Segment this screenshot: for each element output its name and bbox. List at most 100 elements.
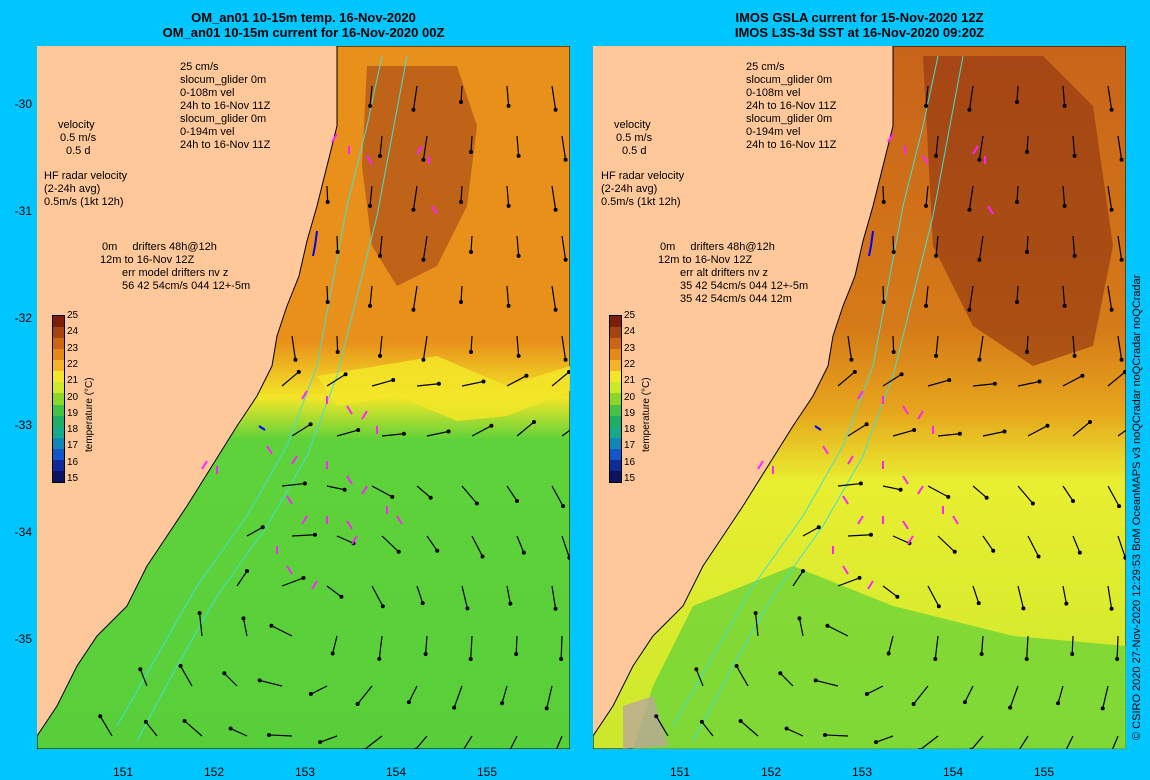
right-hf-scale: 0.5m/s (1kt 12h) — [601, 196, 681, 208]
current-vector — [968, 185, 974, 210]
current-vector-head — [531, 420, 536, 425]
colorbar-tick-label: 17 — [67, 440, 79, 452]
current-vector — [422, 235, 428, 260]
colorbar-swatch — [610, 404, 621, 416]
current-vector-head — [481, 379, 486, 384]
current-vector — [815, 679, 839, 687]
colorbar-tick-label: 19 — [67, 407, 79, 419]
drifter-track — [286, 565, 293, 575]
current-vector-head — [891, 349, 896, 354]
current-vector-head — [506, 303, 511, 308]
current-vector-head — [1064, 601, 1069, 606]
current-vector-head — [343, 372, 348, 377]
current-vector — [379, 235, 383, 256]
current-vector-head — [474, 501, 479, 506]
right-legend-line: 24h to 16-Nov 11Z — [746, 139, 837, 151]
current-vector — [892, 335, 895, 353]
left-title-line2: OM_an01 10-15m current for 16-Nov-2020 0… — [162, 25, 445, 40]
current-vector — [371, 585, 384, 607]
current-vector — [516, 421, 535, 437]
current-vector-head — [335, 349, 340, 354]
colorbar-tick-label: 22 — [624, 358, 636, 370]
current-vector — [198, 613, 203, 637]
current-vector-head — [325, 299, 330, 304]
left-hf-legend: HF radar velocity (2-24h avg) 0.5m/s (1k… — [44, 170, 127, 209]
current-vector — [281, 482, 305, 487]
current-vector — [259, 679, 283, 687]
latitude-label: -32 — [14, 311, 32, 325]
left-map-panel — [37, 46, 570, 749]
current-vector-head — [899, 372, 904, 377]
latitude-label: -30 — [14, 97, 32, 111]
left-drifter-depth12: 12m — [100, 254, 122, 266]
current-vector-head — [396, 549, 401, 554]
current-vector-head — [694, 667, 699, 672]
current-vector-head — [1123, 555, 1126, 560]
current-vector — [369, 285, 373, 306]
current-vector-head — [1080, 373, 1085, 378]
current-vector-head — [1008, 705, 1013, 710]
current-vector — [882, 185, 885, 203]
colorbar-swatch — [53, 470, 64, 482]
drifter-track — [917, 485, 924, 495]
right-drifter-legend: 0m drifters 48h@12h 12m to 16-Nov 12Z er… — [658, 241, 809, 306]
current-vector-head — [222, 671, 227, 676]
current-vector-head — [1015, 299, 1020, 304]
current-vector — [1072, 535, 1081, 553]
current-vector — [379, 135, 383, 156]
current-vector-head — [934, 253, 939, 258]
left-drifter-err-row: 56 42 54cm/s 044 12+-5m — [122, 280, 251, 292]
current-vector — [866, 685, 884, 695]
current-vector-head — [1062, 203, 1067, 208]
drifter-track — [366, 155, 373, 165]
current-vector — [461, 380, 484, 387]
current-vector — [378, 635, 383, 659]
current-vector-head — [1056, 701, 1061, 706]
right-drifter-err-row: 35 42 54cm/s 044 12+-5m — [680, 280, 809, 292]
current-vector — [1065, 735, 1074, 749]
current-vector — [1009, 685, 1019, 708]
current-vector — [1107, 185, 1113, 210]
right-drifter-tracks — [757, 133, 994, 590]
current-vector-head — [1115, 656, 1120, 661]
current-vector — [369, 85, 373, 106]
current-vector — [1016, 85, 1019, 103]
current-vector-head — [411, 307, 416, 312]
drifter-track — [361, 485, 368, 495]
current-vector-head — [318, 740, 323, 745]
colorbar-tick-label: 25 — [67, 310, 79, 321]
current-vector-head — [469, 349, 474, 354]
current-vector — [971, 735, 984, 749]
current-vector-head — [874, 740, 879, 745]
current-vector-head — [1015, 199, 1020, 204]
current-vector — [422, 135, 428, 160]
current-vector — [1026, 235, 1029, 253]
current-vector-head — [411, 207, 416, 212]
current-vector — [937, 535, 956, 553]
current-vector-head — [553, 207, 558, 212]
current-vector — [281, 577, 304, 587]
right-legend-line: 25 cm/s — [746, 61, 785, 73]
current-vector-head — [563, 357, 568, 362]
current-vector-head — [1109, 107, 1114, 112]
current-vector-head — [178, 664, 183, 669]
current-vector — [968, 285, 974, 310]
current-vector-head — [362, 748, 366, 749]
current-vector — [968, 85, 974, 110]
current-vector-head — [312, 532, 317, 537]
right-drifter-period: to 16-Nov 12Z — [682, 254, 753, 266]
current-vector — [837, 371, 856, 387]
current-vector — [798, 618, 804, 637]
current-vector — [935, 135, 939, 156]
current-vector-head — [567, 555, 570, 560]
current-vector — [381, 535, 400, 553]
left-colorbar — [52, 315, 65, 483]
current-vector-head — [380, 604, 385, 609]
current-vector — [927, 485, 949, 498]
current-vector — [1062, 485, 1074, 502]
drifter-track — [857, 515, 864, 525]
current-vector — [145, 721, 158, 737]
current-vector-head — [1070, 651, 1075, 656]
colorbar-tick-label: 24 — [624, 326, 636, 338]
current-vector-head — [301, 575, 306, 580]
